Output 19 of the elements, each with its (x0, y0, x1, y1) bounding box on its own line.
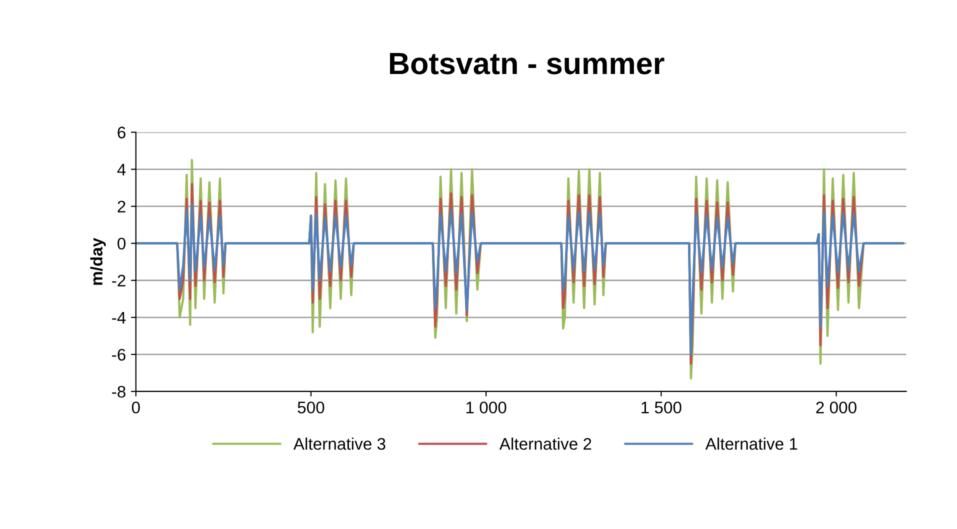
legend-label: Alternative 2 (499, 438, 592, 450)
x-tick-label: 1 000 (466, 402, 506, 414)
y-tick-label: -4 (112, 312, 126, 324)
x-tick-label: 1 500 (642, 402, 682, 414)
chart-title: Botsvatn - summer (390, 53, 664, 74)
y-tick-label: 4 (117, 164, 126, 176)
y-tick-label: 0 (118, 238, 126, 250)
y-tick-label: 2 (118, 200, 126, 212)
x-tick-label: 500 (298, 402, 324, 414)
legend-label: Alternative 1 (705, 438, 798, 450)
y-tick-label: -2 (112, 274, 126, 286)
legend-label: Alternative 3 (293, 438, 386, 450)
y-tick-label: 6 (118, 126, 126, 138)
x-tick-label: 0 (132, 402, 140, 414)
x-tick-label: 2 000 (816, 402, 856, 414)
y-tick-label: -8 (112, 386, 126, 398)
y-tick-label: -6 (112, 348, 126, 361)
y-axis-title: m/day (90, 238, 106, 285)
line-series (136, 203, 904, 356)
